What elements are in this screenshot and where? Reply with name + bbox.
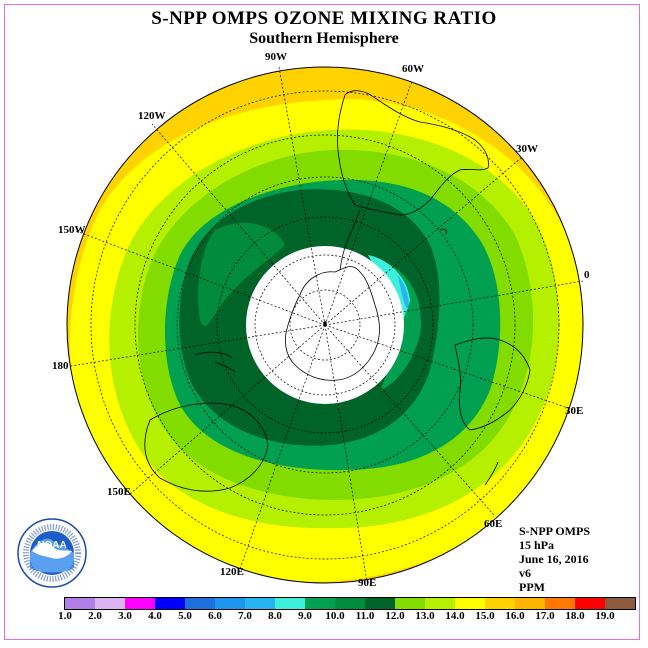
pressure-level-label: 15 hPa — [519, 538, 555, 552]
colorbar-tick-label: 4.0 — [148, 610, 162, 622]
lon-label-120e: 120E — [220, 566, 244, 578]
south-pole-marker — [323, 321, 327, 325]
colorbar-tick-label: 15.0 — [475, 610, 495, 622]
australia-coastline — [144, 402, 269, 492]
lon-label-150w: 150W — [58, 224, 86, 236]
colorbar-swatch — [185, 598, 215, 609]
lon-label-90e: 90E — [358, 577, 377, 589]
noaa-logo: NOAA — [17, 518, 87, 588]
lon-label-30w: 30W — [516, 143, 538, 155]
date-label: June 16, 2016 — [519, 552, 589, 566]
units-label: PPM — [519, 580, 545, 594]
colorbar-swatch — [215, 598, 245, 609]
colorbar-swatch — [305, 598, 335, 609]
lon-label-150e: 150E — [107, 486, 131, 498]
contour-7-8 — [398, 275, 409, 310]
colorbar-tick-label: 10.0 — [325, 610, 345, 622]
lon-label-30e: 30E — [565, 405, 584, 417]
antarctic-peninsula-coastline — [339, 209, 361, 271]
colorbar-swatch — [425, 598, 455, 609]
colorbar-tick-label: 3.0 — [118, 610, 132, 622]
coastlines — [144, 90, 531, 492]
colorbar-tick-label: 13.0 — [415, 610, 435, 622]
colorbar-swatch — [155, 598, 185, 609]
colorbar-swatch — [275, 598, 305, 609]
colorbar-tick-label: 17.0 — [535, 610, 555, 622]
colorbar-swatch — [515, 598, 545, 609]
lon-label-60e: 60E — [484, 518, 503, 530]
colorbar-tick-label: 8.0 — [268, 610, 282, 622]
colorbar-swatch — [455, 598, 485, 609]
colorbar-tick-label: 19.0 — [595, 610, 615, 622]
map-title: S-NPP OMPS OZONE MIXING RATIO — [151, 8, 497, 29]
colorbar — [64, 597, 636, 610]
colorbar-swatch — [485, 598, 515, 609]
lon-label-0: 0 — [584, 269, 590, 281]
new-zealand-coastline — [194, 351, 236, 373]
colorbar-tick-label: 7.0 — [238, 610, 252, 622]
colorbar-swatch — [65, 598, 95, 609]
madagascar-coastline — [484, 461, 499, 486]
product-info: S-NPP OMPS 15 hPa June 16, 2016 v6 PPM — [519, 524, 590, 594]
lon-label-180: 180 — [52, 360, 69, 372]
africa-coastline — [454, 337, 531, 431]
map-subtitle: Southern Hemisphere — [249, 30, 399, 47]
contour-10-11-inner — [198, 222, 285, 327]
map-frame — [4, 4, 640, 640]
instrument-label: S-NPP OMPS — [519, 524, 590, 538]
colorbar-tick-label: 2.0 — [88, 610, 102, 622]
south-america-coastline — [337, 90, 489, 216]
colorbar-swatch — [245, 598, 275, 609]
colorbar-tick-label: 18.0 — [565, 610, 585, 622]
colorbar-swatch — [605, 598, 635, 609]
graticule — [70, 66, 584, 583]
colorbar-swatch — [95, 598, 125, 609]
colorbar-tick-label: 5.0 — [178, 610, 192, 622]
map-boundary — [66, 66, 584, 584]
lon-label-120w: 120W — [138, 110, 166, 122]
south-atlantic-islands — [439, 228, 447, 235]
colorbar-tick-label: 12.0 — [385, 610, 405, 622]
colorbar-tick-label: 1.0 — [58, 610, 72, 622]
colorbar-swatch — [365, 598, 395, 609]
colorbar-swatch — [335, 598, 365, 609]
colorbar-swatch — [575, 598, 605, 609]
colorbar-tick-label: 9.0 — [298, 610, 312, 622]
noaa-logo-text: NOAA — [37, 540, 66, 551]
lon-label-60w: 60W — [402, 63, 424, 75]
colorbar-swatch — [545, 598, 575, 609]
colorbar-swatch — [125, 598, 155, 609]
colorbar-tick-label: 14.0 — [445, 610, 465, 622]
lon-label-90w: 90W — [265, 51, 287, 63]
antarctica-coastline — [284, 266, 380, 381]
version-label: v6 — [519, 566, 531, 580]
colorbar-tick-label: 11.0 — [355, 610, 375, 622]
colorbar-tick-label: 6.0 — [208, 610, 222, 622]
colorbar-swatch — [395, 598, 425, 609]
colorbar-tick-label: 16.0 — [505, 610, 525, 622]
